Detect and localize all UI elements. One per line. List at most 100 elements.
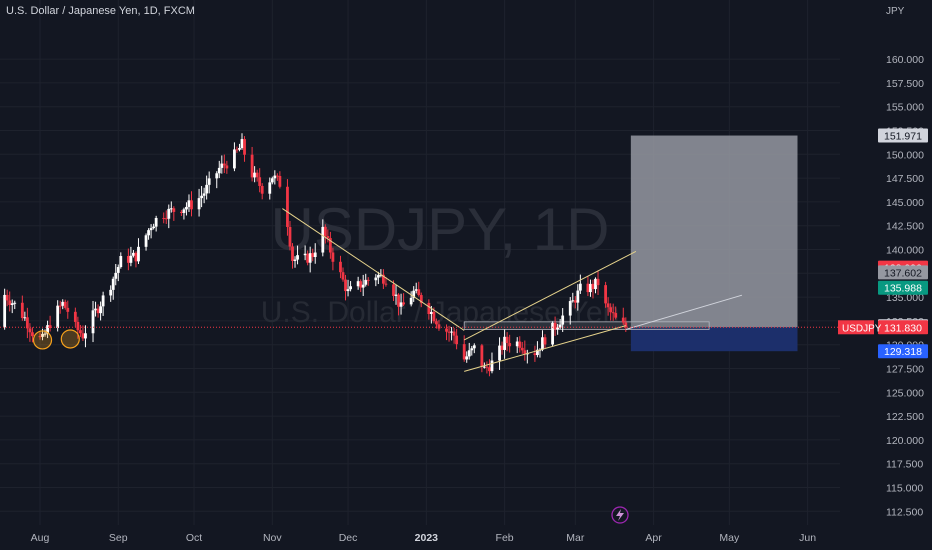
candle-down <box>31 332 34 337</box>
candle-up <box>149 228 153 231</box>
candle-down <box>604 285 607 304</box>
candle-down <box>323 226 327 237</box>
y-tick-label: 155.000 <box>886 102 924 114</box>
y-tick-label: 122.500 <box>886 411 924 423</box>
candle-down <box>8 300 12 305</box>
candle-down <box>341 272 345 280</box>
candle-up <box>374 277 378 281</box>
candle-up <box>205 184 209 194</box>
candle-up <box>361 284 365 288</box>
candle-up <box>470 348 474 351</box>
candle-down <box>505 336 509 344</box>
candle-down <box>288 226 292 247</box>
candle-down <box>518 341 522 348</box>
candle-down <box>96 308 100 314</box>
candle-down <box>445 328 448 332</box>
candle-down <box>225 165 229 169</box>
candle-up <box>293 259 297 261</box>
candle-down <box>500 345 504 350</box>
candle-down <box>462 344 466 360</box>
candle-up <box>200 195 203 199</box>
candle-up <box>217 167 221 174</box>
candle-up <box>202 193 206 196</box>
candle-down <box>520 347 524 351</box>
candle-up <box>356 281 360 287</box>
y-tick-label: 135.000 <box>886 292 924 304</box>
channel-lower-line <box>464 325 626 372</box>
y-tick-label: 115.000 <box>886 483 923 495</box>
candle-up <box>296 255 299 260</box>
candle-up <box>10 303 14 305</box>
candle-up <box>376 275 380 278</box>
candle-down <box>222 163 226 166</box>
candle-up <box>197 198 201 210</box>
candle-down <box>255 172 259 178</box>
candle-down <box>328 238 332 253</box>
y-tick-label: 127.500 <box>886 364 924 376</box>
candle-down <box>455 335 459 345</box>
price-label: 137.602 <box>884 267 922 279</box>
candle-down <box>447 331 451 333</box>
candle-down <box>485 366 489 368</box>
candle-down <box>417 289 421 296</box>
x-tick-label: Feb <box>496 532 514 544</box>
candle-up <box>43 333 47 335</box>
candle-up <box>94 308 97 311</box>
y-tick-label: 117.500 <box>886 459 923 471</box>
price-axis: JPY160.000157.500155.000152.500150.00014… <box>838 6 928 518</box>
candle-up <box>109 289 113 296</box>
x-tick-label: May <box>719 532 740 544</box>
candle-up <box>116 267 120 273</box>
candle-up <box>568 301 572 316</box>
candle-down <box>591 283 595 290</box>
x-tick-label: Oct <box>186 532 202 544</box>
candle-up <box>450 331 453 333</box>
candle-down <box>38 336 42 338</box>
y-tick-label: 142.500 <box>886 221 924 233</box>
candle-up <box>268 182 272 194</box>
symbol-tag-box <box>838 320 874 335</box>
price-label-box <box>878 344 928 359</box>
candle-up <box>182 209 186 213</box>
candle-down <box>606 303 610 308</box>
candle-down <box>611 312 615 314</box>
candle-up <box>144 235 148 247</box>
candle-down <box>359 281 363 288</box>
price-label-box <box>878 280 928 295</box>
candle-up <box>551 322 554 345</box>
x-tick-label: Jun <box>799 532 816 544</box>
candle-up <box>169 208 173 210</box>
candle-up <box>253 172 257 178</box>
candle-down <box>286 186 289 227</box>
candle-up <box>346 289 350 292</box>
candle-down <box>624 322 628 328</box>
candle-down <box>621 317 625 323</box>
candle-up <box>576 290 580 303</box>
candle-up <box>379 274 383 276</box>
watermark-name: U.S. Dollar / Japanese Yen <box>261 296 620 329</box>
candle-down <box>63 301 67 308</box>
candle-down <box>523 350 527 354</box>
candle-down <box>172 208 176 212</box>
candle-down <box>488 367 491 372</box>
candle-down <box>180 211 183 213</box>
candle-up <box>536 349 539 356</box>
candle-up <box>467 350 471 357</box>
candle-down <box>543 337 547 345</box>
candle-up <box>594 278 597 290</box>
axis-currency-label: JPY <box>886 6 905 17</box>
y-tick-label: 112.500 <box>886 506 923 518</box>
candle-up <box>56 305 60 329</box>
price-label-box <box>878 320 928 335</box>
candle-up <box>154 217 158 227</box>
candle-down <box>66 307 70 312</box>
candle-up <box>483 366 486 368</box>
candle-down <box>596 278 600 286</box>
candle-down <box>291 246 294 261</box>
price-label: 131.830 <box>884 322 922 334</box>
candle-up <box>41 333 44 337</box>
candle-down <box>392 284 395 296</box>
candle-up <box>558 324 562 328</box>
candle-down <box>190 200 193 210</box>
